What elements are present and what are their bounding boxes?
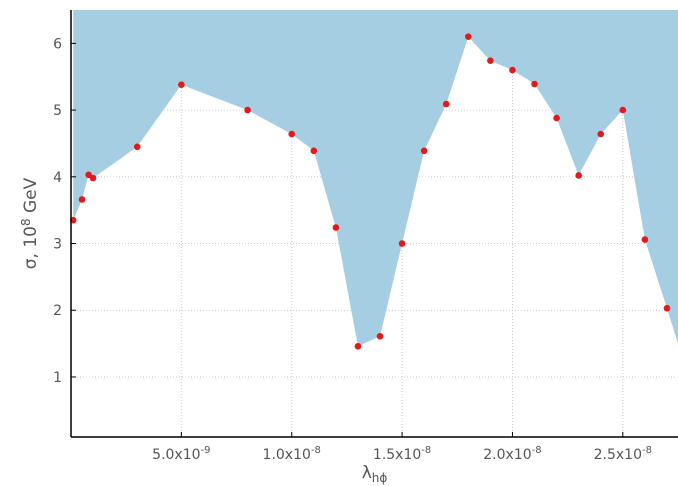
data-point <box>575 172 582 179</box>
y-tick-label: 1 <box>53 370 62 386</box>
y-tick-label: 6 <box>53 36 62 52</box>
x-tick-label: 2.5x10-8 <box>594 445 652 463</box>
data-point <box>310 147 318 155</box>
y-tick-label: 5 <box>53 103 62 119</box>
axes <box>70 10 678 438</box>
data-point <box>663 304 671 312</box>
data-point <box>89 174 97 182</box>
y-axis-label: σ, 108 GeV <box>19 177 41 269</box>
data-point <box>78 196 86 203</box>
data-point <box>531 80 538 88</box>
x-tick-label: 1.0x10-8 <box>263 445 321 463</box>
data-point <box>619 106 627 114</box>
data-points <box>69 33 671 350</box>
tick-labels: 5.0x10-9 1.0x10-8 1.5x10-8 2.0x10-8 2.5x10-8… <box>53 36 652 463</box>
data-point <box>376 332 384 340</box>
data-point <box>288 130 296 138</box>
data-point <box>442 100 450 108</box>
y-tick-label: 4 <box>53 170 62 186</box>
data-point <box>398 240 406 247</box>
data-point <box>420 147 428 155</box>
x-axis-label: λhϕ <box>362 463 388 485</box>
area-fill-above-curve <box>73 10 678 347</box>
data-point <box>133 143 141 151</box>
y-tick-label: 2 <box>53 303 62 319</box>
data-point <box>244 106 251 114</box>
data-point <box>597 130 605 138</box>
data-point <box>641 236 649 243</box>
x-tick-label: 1.5x10-8 <box>373 445 431 463</box>
data-point <box>465 33 472 40</box>
data-point <box>487 57 494 65</box>
data-point <box>354 342 362 350</box>
data-point <box>332 224 340 231</box>
x-tick-label: 5.0x10-9 <box>152 445 210 463</box>
x-tick-label: 2.0x10-8 <box>483 445 541 463</box>
data-point <box>509 66 516 74</box>
data-point <box>178 81 185 89</box>
y-tick-label: 3 <box>53 237 62 253</box>
data-point <box>553 114 560 122</box>
